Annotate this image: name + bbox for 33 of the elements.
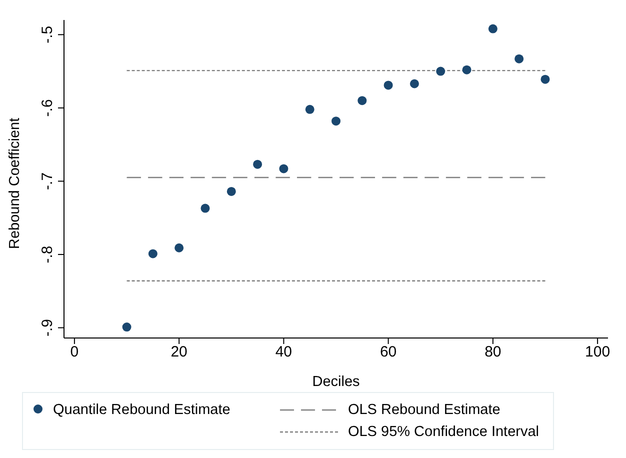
- legend-label: OLS 95% Confidence Interval: [348, 424, 539, 440]
- point: [488, 24, 498, 34]
- point: [279, 164, 288, 174]
- point: [174, 243, 184, 252]
- y-tick-label: -.6: [39, 99, 56, 117]
- y-axis-title: Rebound Coefficient: [7, 118, 24, 249]
- point: [148, 249, 158, 258]
- x-axis-title: Deciles: [312, 374, 360, 390]
- point: [410, 79, 419, 88]
- point: [253, 160, 262, 169]
- y-tick-label: -.5: [39, 26, 56, 44]
- x-tick-label: 0: [70, 344, 79, 361]
- x-tick-label: 100: [585, 344, 610, 361]
- x-tick-label: 80: [484, 344, 502, 361]
- point: [358, 96, 367, 106]
- x-tick-label: 20: [170, 344, 188, 361]
- point: [540, 74, 550, 84]
- point: [436, 66, 446, 76]
- x-tick-label: 60: [380, 344, 397, 361]
- point: [305, 104, 314, 114]
- y-tick-label: -.9: [39, 318, 56, 336]
- y-tick-label: -.8: [39, 246, 56, 264]
- legend-label: Quantile Rebound Estimate: [53, 402, 230, 418]
- point: [384, 80, 393, 90]
- x-tick-label: 40: [275, 344, 292, 361]
- y-tick-label: -.7: [39, 172, 56, 190]
- legend-label: OLS Rebound Estimate: [348, 402, 500, 418]
- point: [226, 186, 236, 196]
- point: [514, 54, 524, 64]
- point: [122, 322, 132, 332]
- point: [332, 116, 340, 126]
- point: [200, 204, 210, 213]
- point: [462, 65, 472, 74]
